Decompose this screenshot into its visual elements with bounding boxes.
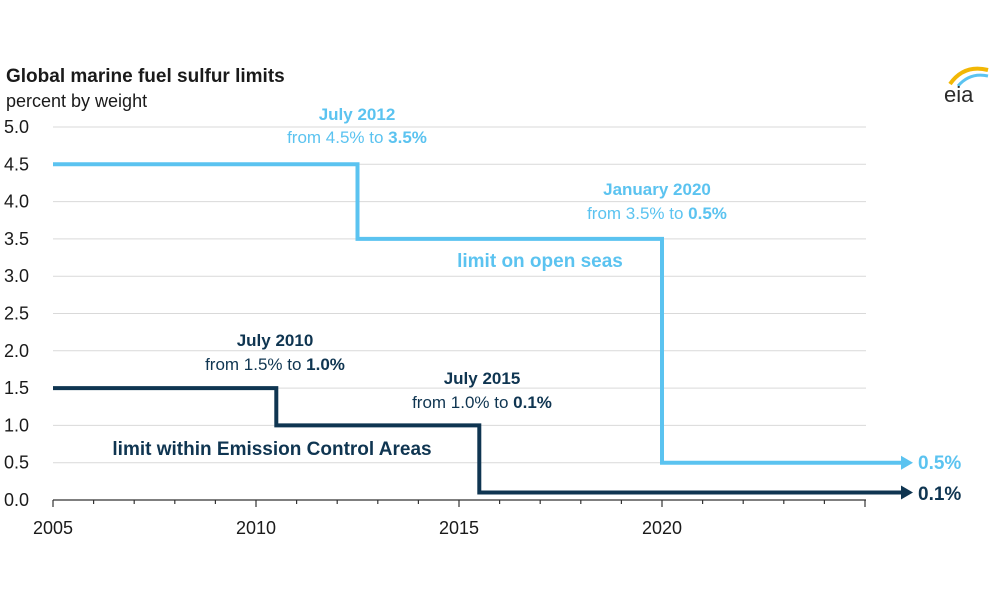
y-tick-label: 3.5 [4,229,29,249]
x-tick-label: 2010 [236,518,276,538]
y-tick-label: 5.0 [4,117,29,137]
annotation-july-2012: July 2012 from 4.5% to 3.5% [287,105,427,147]
y-tick-label: 0.0 [4,490,29,510]
arrowhead-eca [901,485,913,500]
y-tick-label: 4.5 [4,154,29,174]
annotation-body: from 1.5% to 1.0% [205,355,345,374]
y-tick-label: 4.0 [4,192,29,212]
y-tick-label: 3.0 [4,266,29,286]
annotation-january-2020: January 2020 from 3.5% to 0.5% [587,180,727,223]
annotation-from: from 1.0% to [412,393,513,412]
annotation-body: from 4.5% to 3.5% [287,128,427,147]
arrowhead-open-seas [901,455,913,470]
annotation-to: 0.5% [688,204,727,223]
eia-logo-text: eia [944,82,974,107]
chart-subtitle: percent by weight [6,91,147,111]
annotation-body: from 1.0% to 0.1% [412,393,552,412]
y-tick-label: 2.0 [4,341,29,361]
eia-logo: eia [944,66,989,107]
x-tick-label: 2005 [33,518,73,538]
series-label-open-seas: limit on open seas [457,251,623,272]
annotation-heading: July 2015 [444,369,521,388]
annotation-heading: January 2020 [603,180,711,199]
annotation-heading: July 2010 [237,331,314,350]
series-line-open-seas [53,162,905,465]
annotation-from: from 3.5% to [587,204,688,223]
annotation-to: 1.0% [306,355,345,374]
chart-title: Global marine fuel sulfur limits [6,66,285,87]
end-label-open-seas: 0.5% [918,453,961,474]
series-label-eca: limit within Emission Control Areas [112,439,431,460]
annotation-to: 0.1% [513,393,552,412]
y-axis-ticks: 0.0 0.5 1.0 1.5 2.0 2.5 3.0 3.5 4.0 4.5 5.0 [4,117,29,510]
x-tick-label: 2020 [642,518,682,538]
eia-logo-arc-blue [956,73,989,88]
series-lines [53,162,913,500]
annotation-body: from 3.5% to 0.5% [587,204,727,223]
annotation-to: 3.5% [388,128,427,147]
end-label-eca: 0.1% [918,484,961,505]
annotation-from: from 1.5% to [205,355,306,374]
y-tick-label: 2.5 [4,304,29,324]
y-tick-label: 1.0 [4,415,29,435]
series-line-eca [53,386,905,495]
annotation-from: from 4.5% to [287,128,388,147]
eia-logo-arc-yellow [948,66,989,86]
annotation-july-2015: July 2015 from 1.0% to 0.1% [412,369,552,412]
annotation-july-2010: July 2010 from 1.5% to 1.0% [205,331,345,374]
annotation-heading: July 2012 [319,105,396,124]
gridlines [53,126,866,464]
x-axis: 2005 2010 2015 2020 [33,499,866,538]
y-tick-label: 0.5 [4,453,29,473]
x-tick-label: 2015 [439,518,479,538]
y-tick-label: 1.5 [4,378,29,398]
